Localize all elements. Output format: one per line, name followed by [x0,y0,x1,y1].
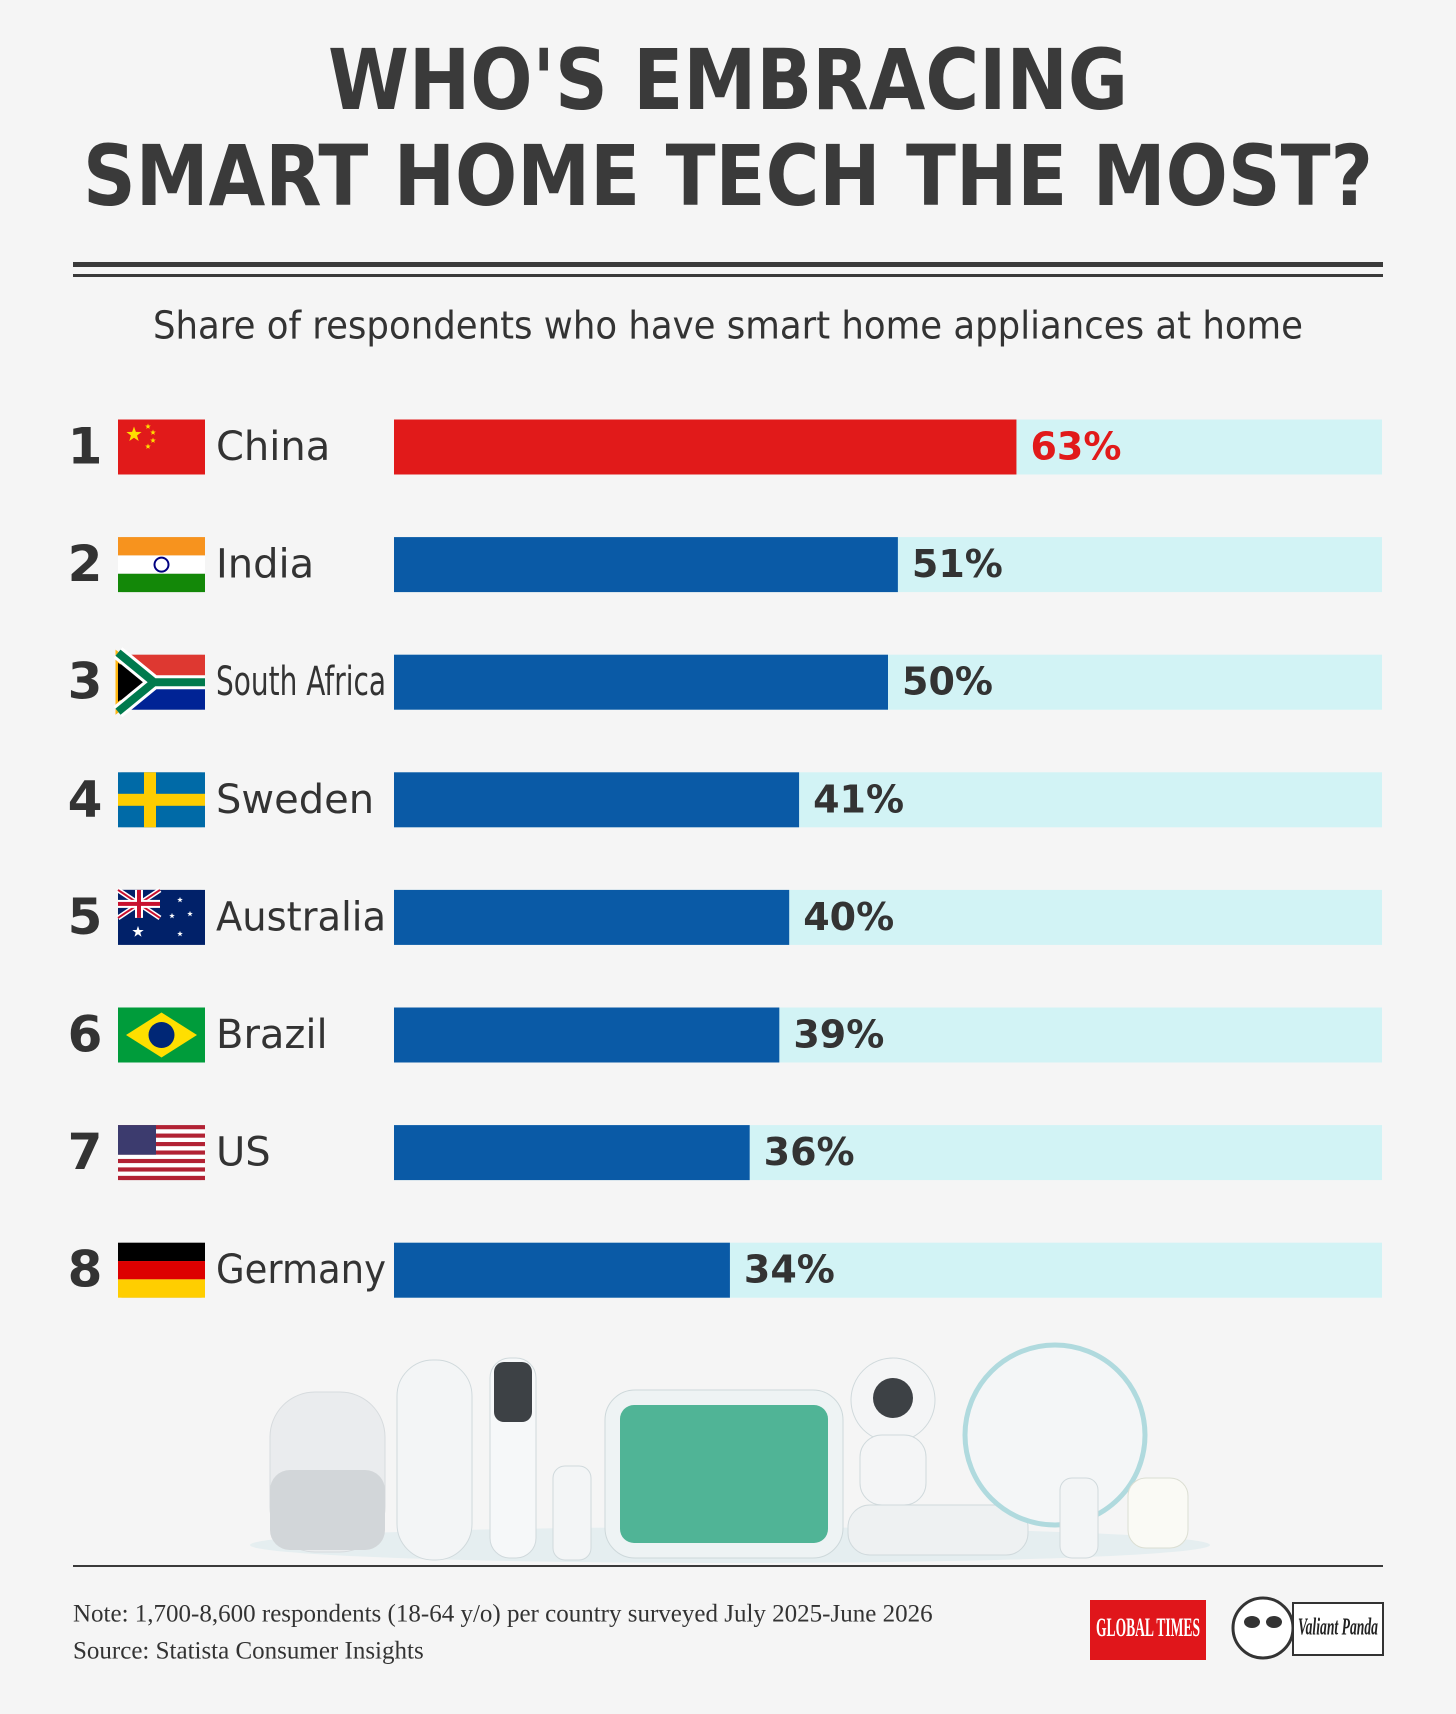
source: Source: Statista Consumer Insights [73,1638,424,1665]
category-label: US [216,1130,271,1176]
bar-row: 5 Australia 40% [68,887,1382,946]
bar-row: 6 Brazil 39% [68,1006,1382,1064]
category-label: Germany [216,1247,386,1293]
flag-part [150,429,156,435]
flag-part [118,1171,205,1176]
value-label: 63% [1030,425,1121,469]
flag-part [118,662,142,702]
flag-part [169,912,175,919]
value-label: 41% [813,777,904,821]
subtitle: Share of respondents who have smart home… [153,304,1303,348]
bar-row: 8 Germany 34% [68,1241,1382,1299]
flag-part [126,426,142,441]
rank: 5 [68,888,103,946]
bar [394,537,898,593]
bar [394,419,1017,475]
flag-part [150,437,156,443]
bar [394,889,790,945]
flag-part [118,1163,205,1168]
rank: 4 [68,770,103,828]
flag-part [187,910,193,917]
flag-part [118,1142,205,1147]
flag-part [177,930,183,937]
flag-part [118,1242,205,1262]
value-label: 36% [764,1130,855,1174]
flag-part [118,1133,205,1138]
bar-row: 3 South Africa 50% [68,647,1382,718]
bar [394,654,888,710]
flag-part [118,1146,205,1151]
title-line: SMART HOME TECH THE MOST? [83,127,1373,225]
panda-icon [1231,1596,1295,1660]
rank: 6 [68,1006,103,1064]
flag-part [118,419,205,475]
flag-part [118,573,205,593]
logo: GLOBAL TIMES [1096,1613,1200,1642]
logo-box [1090,1600,1206,1660]
flag-part [118,1261,205,1280]
bars: 1 China 63% 2 India 51% 3 South Africa 50% 4 Swede… [68,418,1382,1299]
logo: Valiant Panda [1298,1615,1378,1641]
flag-part [118,1167,205,1172]
rank: 1 [68,418,103,476]
rank: 3 [68,653,103,711]
value-label: 40% [803,895,894,939]
bar-row: 2 India 51% [68,535,1382,593]
rule [73,1565,1383,1567]
note: Note: 1,700-8,600 respondents (18-64 y/o… [73,1601,933,1628]
flag-part [118,1125,156,1155]
flag-part [118,1129,205,1134]
flag-part [118,1175,205,1181]
rule [73,262,1383,267]
flag-part [148,1022,175,1048]
category-label: Sweden [216,777,374,823]
rank: 8 [68,1241,103,1299]
bar [394,1242,730,1298]
flag-part [145,443,151,449]
flag-part [118,793,205,806]
flag-part [115,649,205,715]
bar [394,1125,750,1181]
value-label: 51% [912,542,1003,586]
flag-part [132,925,144,937]
panda-icon [1266,1616,1282,1628]
flag-part [118,537,205,556]
flag-part [177,896,183,903]
flag-part [153,556,170,573]
flag-part [118,1137,205,1143]
flag-part [118,1150,205,1155]
bar [394,772,800,828]
bar-row: 7 US 36% [68,1123,1382,1181]
category-label: Australia [216,894,386,940]
category-label: China [216,424,330,470]
logo-box [1292,1602,1384,1656]
flag-part [118,1154,205,1159]
category-label: India [216,542,314,588]
flag-part [118,1125,205,1130]
value-label: 50% [902,660,993,704]
bar-row: 4 Sweden 41% [68,770,1382,828]
flag-part [118,1279,205,1298]
category-label: South Africa [216,659,386,705]
category-label: Brazil [216,1012,328,1058]
value-label: 34% [744,1248,835,1292]
devices-illustration [250,1342,1210,1563]
flag-part [118,901,160,906]
flag-part [118,1158,205,1164]
flag-part [145,423,151,429]
panda-icon [1244,1616,1260,1628]
value-label: 39% [793,1013,884,1057]
rank: 7 [68,1123,103,1181]
title-line: WHO'S EMBRACING [328,31,1128,129]
bar-row: 1 China 63% [68,418,1382,476]
rank: 2 [68,535,103,593]
rule [73,274,1383,277]
bar [394,1007,780,1063]
flag-part [118,555,205,574]
